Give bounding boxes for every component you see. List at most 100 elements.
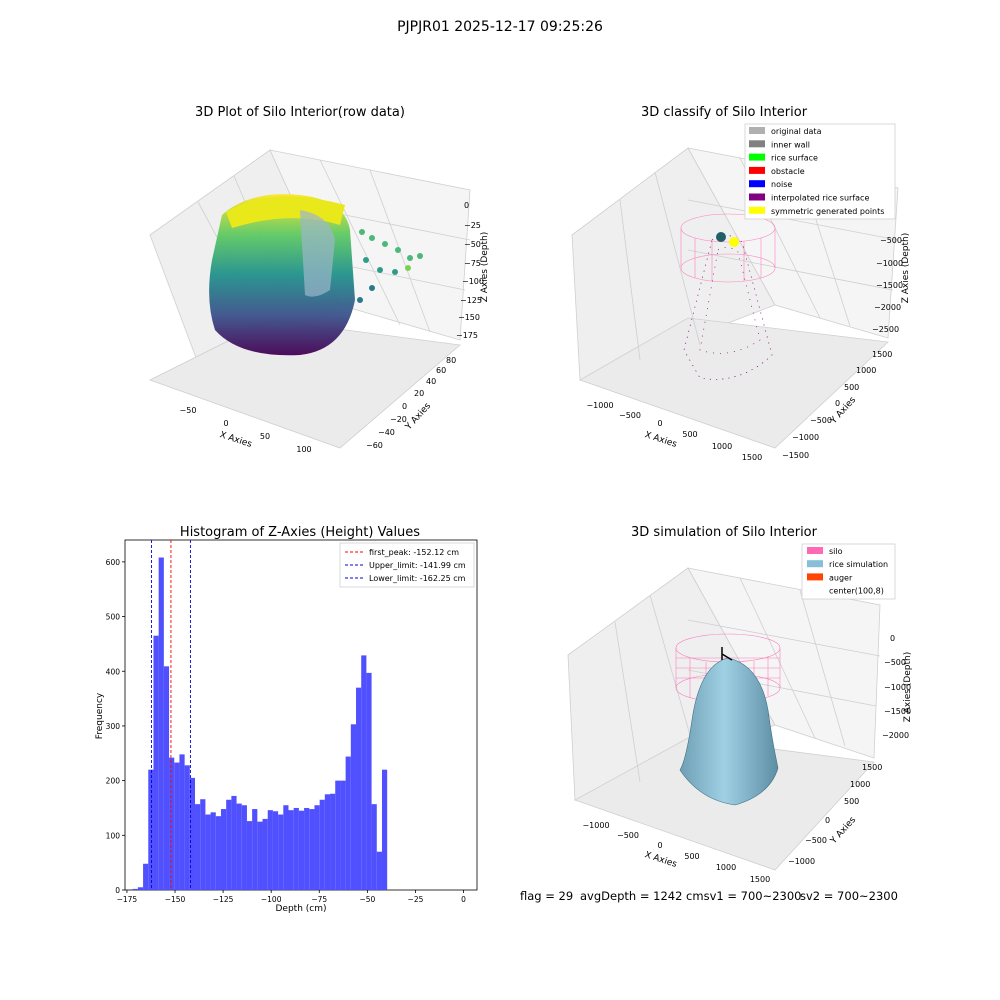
hist-bar — [252, 809, 258, 890]
hist-bar — [148, 769, 154, 890]
hist-x-ticks: −175 −150 −125 −100 −75 −50 −25 0 — [117, 890, 466, 904]
raw-y-tick: −20 — [390, 415, 407, 424]
classify-xlabel: X Axies — [643, 430, 678, 450]
hist-bar — [169, 757, 175, 890]
hist-bar — [345, 756, 351, 890]
sim-z-ticks: 0 −500 −1000 −1500 −2000 — [882, 634, 911, 740]
hist-y-tick-label: 400 — [106, 667, 121, 676]
sim-z-tick: −500 — [884, 658, 906, 667]
classify-y-tick: 0 — [835, 399, 840, 408]
hist-bar — [272, 811, 279, 890]
hist-x-tick-label: −50 — [359, 895, 375, 904]
hist-bar — [132, 888, 138, 890]
hist-bar — [189, 777, 196, 890]
classify-legend-frame — [744, 123, 896, 220]
sim-x-tick: 1000 — [716, 863, 736, 872]
hist-bar — [215, 816, 221, 890]
hist-bar — [210, 812, 216, 890]
hist-bar — [298, 810, 305, 890]
raw-z-tick: −50 — [464, 240, 481, 249]
hist-y-tick-label: 300 — [106, 722, 121, 731]
sim-z-tick: 0 — [890, 634, 895, 643]
hist-bar — [309, 809, 315, 890]
classify-legend-swatch — [749, 206, 765, 214]
hist-bar — [381, 769, 388, 890]
hist-bar — [200, 799, 206, 890]
classify-z-tick: −1500 — [876, 281, 903, 290]
raw-y-tick: 80 — [446, 356, 456, 365]
hist-bar — [174, 762, 180, 890]
hist-bar — [356, 687, 362, 890]
raw-z-tick: −75 — [464, 259, 481, 268]
classify-legend-swatch — [749, 140, 765, 148]
hist-y-tick-label: 0 — [115, 886, 120, 895]
hist-x-tick-label: −75 — [311, 895, 327, 904]
classify-z-tick: −2000 — [874, 303, 901, 312]
raw-z-tick: −150 — [458, 313, 480, 322]
sim-x-ticks: −1000 −500 0 500 1000 1500 — [582, 821, 770, 884]
hist-bar — [179, 754, 185, 890]
sim-y-ticks: −1000 −500 0 500 1000 1500 — [788, 763, 882, 866]
raw-z-tick: 0 — [464, 201, 469, 210]
sim-y-tick: −500 — [805, 836, 827, 845]
hist-bar — [220, 809, 227, 890]
raw-y-tick: −40 — [378, 428, 395, 437]
hist-bar — [288, 810, 294, 890]
hist-bar — [304, 807, 310, 890]
hist-y-tick-label: 500 — [106, 613, 121, 622]
panel-classify-3d: 3D classify of Silo Interior original da… — [571, 105, 911, 462]
classify-y-tick: −1000 — [792, 433, 819, 442]
classify-legend-swatch — [749, 193, 765, 201]
hist-bar — [143, 863, 149, 890]
hist-x-tick-label: −125 — [213, 895, 234, 904]
sim-y-tick: 500 — [844, 797, 859, 806]
hist-bar — [257, 821, 263, 890]
sim-x-tick: 1500 — [750, 875, 770, 884]
hist-bar — [163, 666, 170, 890]
hist-bar — [226, 799, 232, 890]
sim-legend-label: center(100,8) — [829, 587, 884, 596]
raw-outlier-points — [357, 229, 423, 303]
classify-legend-swatch — [749, 166, 765, 174]
hist-bar — [335, 780, 341, 890]
raw-x-ticks: −50 0 50 100 — [180, 406, 312, 454]
raw-title: 3D Plot of Silo Interior(row data) — [195, 105, 405, 120]
hist-bar — [236, 803, 242, 890]
classify-z-tick: −1000 — [876, 259, 903, 268]
classify-x-tick: 1500 — [742, 453, 762, 462]
sim-ylabel: Y Axies — [828, 815, 858, 847]
classify-y-tick: 1000 — [856, 366, 876, 375]
hist-legend-label: first_peak: -152.12 cm — [369, 548, 459, 557]
hist-x-tick-label: −25 — [408, 895, 424, 904]
classify-x-ticks: −1000 −500 0 500 1000 1500 — [586, 401, 762, 462]
raw-ylabel: Y Axies — [403, 401, 433, 433]
classify-z-tick: −2500 — [872, 325, 899, 334]
hist-bar — [231, 795, 237, 890]
classify-legend-swatch — [749, 153, 765, 161]
sim-legend-label: auger — [829, 573, 853, 582]
classify-legend-swatch — [749, 180, 765, 188]
classify-legend-swatch — [749, 127, 765, 134]
panel-simulation-3d: 3D simulation of Silo Interior silo — [567, 525, 913, 884]
footer-status: flag = 29 avgDepth = 1242 cmsv1 = 700~23… — [520, 889, 898, 903]
sim-legend: silo rice simulation auger center(100,8) — [801, 543, 896, 600]
raw-x-tick: 0 — [223, 419, 228, 428]
classify-legend-label: rice surface — [771, 154, 818, 163]
hist-x-tick-label: 0 — [461, 895, 466, 904]
sim-y-tick: 0 — [825, 816, 830, 825]
classify-x-tick: 500 — [682, 430, 697, 439]
raw-y-ticks: −60 −40 −20 0 20 40 60 80 — [366, 356, 456, 450]
hist-bar — [361, 655, 367, 890]
hist-y-ticks: 0 100 200 300 400 500 600 — [106, 558, 125, 895]
raw-point-cloud — [209, 194, 423, 356]
hist-bar — [330, 793, 336, 890]
sim-z-tick: −1500 — [884, 707, 911, 716]
sim-x-tick: 0 — [657, 841, 662, 850]
hist-bar — [184, 765, 190, 890]
classify-y-tick: −500 — [810, 416, 832, 425]
hist-legend-label: Upper_limit: -141.99 cm — [369, 561, 466, 570]
classify-legend-label: original data — [771, 127, 822, 136]
classify-title: 3D classify of Silo Interior — [641, 105, 808, 120]
sim-legend-swatch — [807, 573, 823, 581]
classify-y-tick: 1500 — [872, 350, 892, 359]
